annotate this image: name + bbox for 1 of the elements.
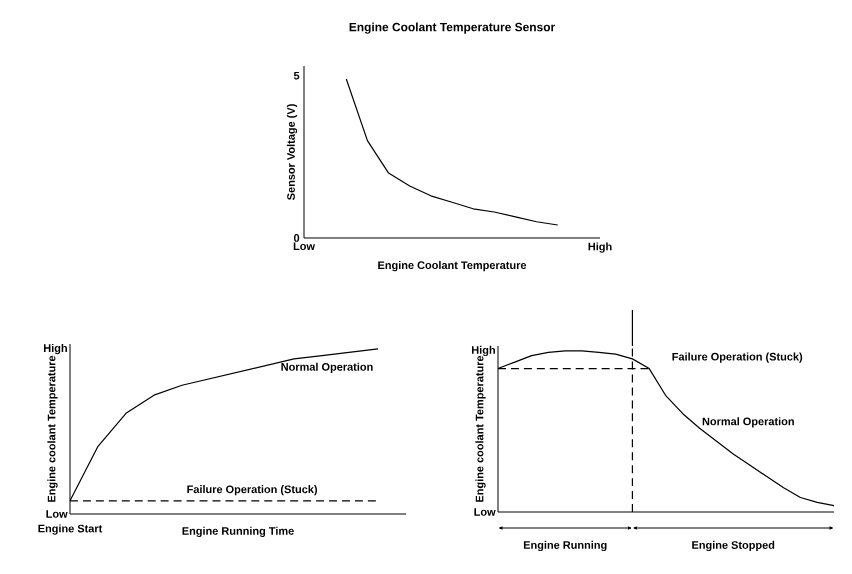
line-series <box>345 78 559 226</box>
